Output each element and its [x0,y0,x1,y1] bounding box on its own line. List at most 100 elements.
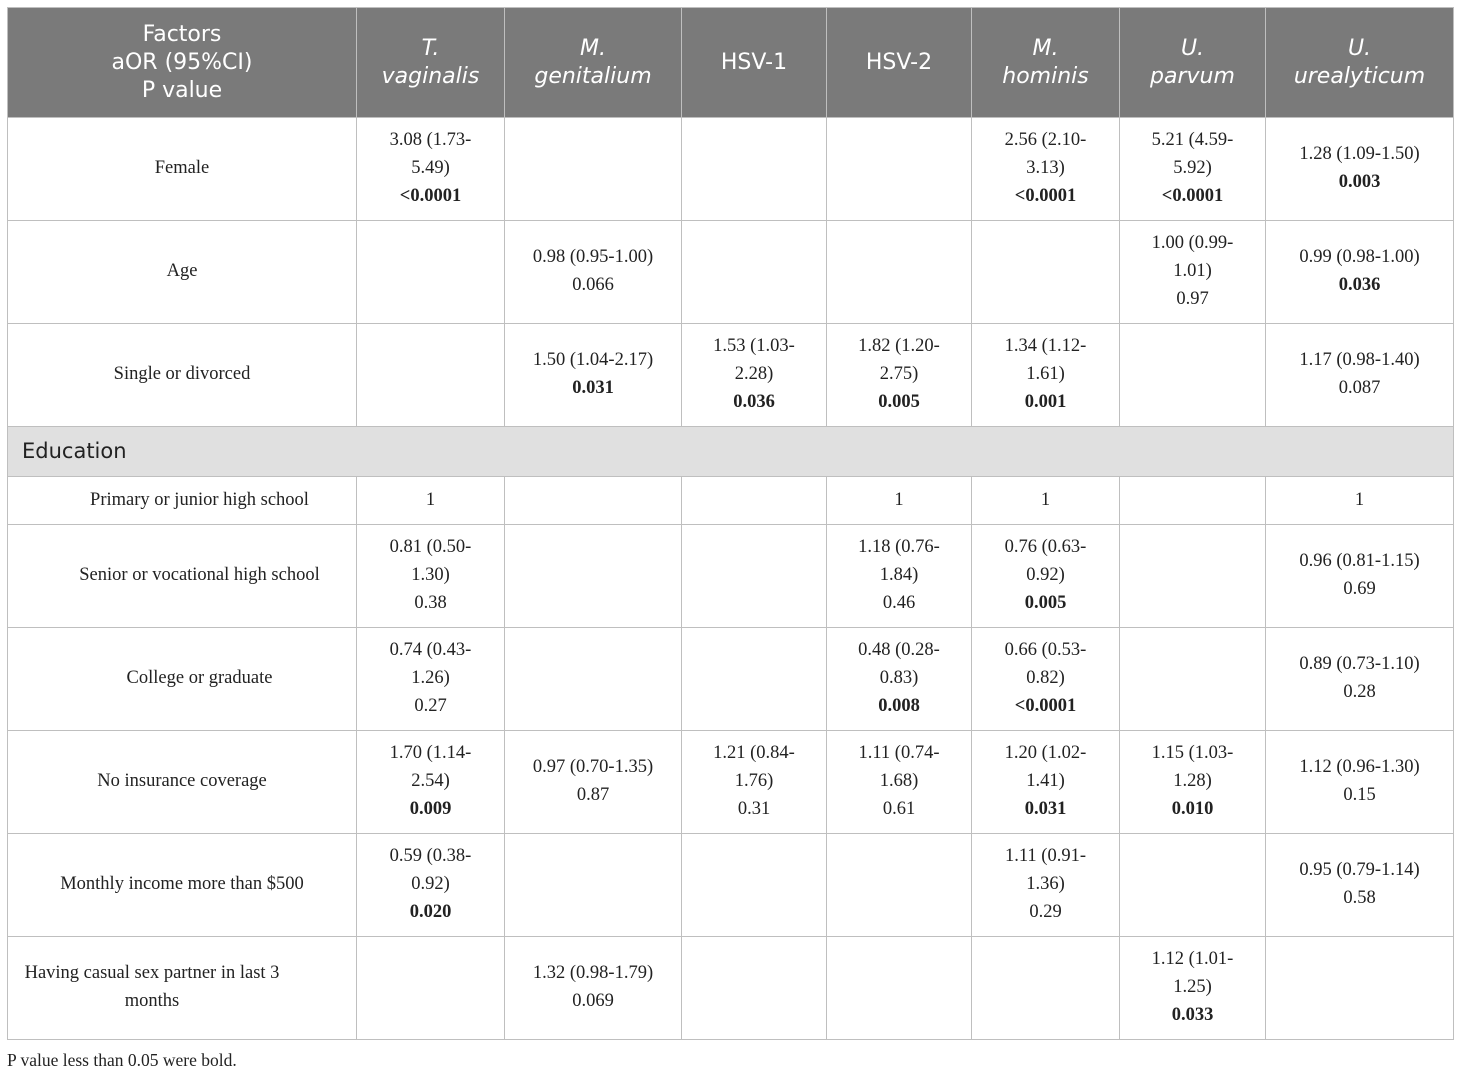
odds-ratio-text: 0.48 (0.28- [858,640,940,661]
p-value-text: 0.61 [882,798,916,819]
p-value-text: 1 [1354,489,1365,510]
table-cell [826,117,972,221]
table-cell [681,936,827,1040]
header-text-line: U. [1347,35,1372,61]
odds-ratio-text: 5.92) [1173,158,1212,179]
odds-ratio-text: 2.75) [879,364,919,385]
section-label: Education [7,426,1454,477]
odds-ratio-text: 1.00 (0.99- [1151,233,1234,254]
table-cell: 0.89 (0.73-1.10) 0.28 [1265,627,1454,731]
row-label: Age [7,220,357,324]
table-cell: 0.66 (0.53- 0.82) <0.0001 [971,627,1120,731]
p-value-text: 0.066 [572,275,614,295]
table-cell: 1.15 (1.03- 1.28) 0.010 [1119,730,1266,834]
row-label: Monthly income more than $500 [7,833,357,937]
table-cell: 0.95 (0.79-1.14) 0.58 [1265,833,1454,937]
table-cell: 1.11 (0.74- 1.68) 0.61 [826,730,972,834]
odds-ratio-text: 1.17 (0.98-1.40) [1299,350,1420,371]
row-label: College or graduate [7,627,357,731]
table-cell: 1.20 (1.02- 1.41) 0.031 [971,730,1120,834]
table-row: Female 3.08 (1.73- 5.49) <0.0001 2.56 (2.10-… [7,117,1454,221]
header-text-line: M. [1032,35,1059,61]
section-row-education: Education [7,426,1454,477]
table-cell: 0.48 (0.28- 0.83) 0.008 [826,627,972,731]
p-value-text: 0.46 [882,592,916,613]
table-cell [971,220,1120,324]
p-value-text: 0.38 [414,592,447,613]
p-value-text: 0.010 [1171,798,1214,819]
odds-ratio-text: 0.96 (0.81-1.15) [1299,551,1420,572]
table-body: Female 3.08 (1.73- 5.49) <0.0001 2.56 (2.10-… [7,117,1454,1040]
p-value-text: <0.0001 [1014,695,1077,716]
header-text-line: T. [421,35,440,61]
table-row: Age 0.98 (0.95-1.00) 0.066 1.00 (0.99- 1.01)… [7,220,1454,324]
header-text-line: M. [580,35,606,61]
table-cell [1119,524,1266,628]
p-value-text: <0.0001 [399,185,462,206]
odds-ratio-text: 2.56 (2.10- [1004,130,1087,151]
table-cell [356,936,505,1040]
p-value-text: 0.069 [572,991,614,1011]
table-cell [1265,936,1454,1040]
table-cell: 0.74 (0.43- 1.26) 0.27 [356,627,505,731]
table-cell [504,117,682,221]
odds-ratio-text: 1.01) [1173,261,1212,282]
odds-ratio-text: 3.13) [1026,158,1065,179]
p-value-text: 1 [425,489,436,510]
p-value-text: 0.28 [1343,682,1376,702]
odds-ratio-text: 1.70 (1.14- [389,743,472,764]
table-cell [356,220,505,324]
odds-ratio-text: 1.26) [411,668,450,689]
p-value-text: 0.005 [1024,592,1067,613]
p-value-text: 0.31 [737,798,771,819]
table-cell [826,220,972,324]
table-cell: 1.17 (0.98-1.40) 0.087 [1265,323,1454,427]
odds-ratio-text: 0.82) [1026,668,1065,689]
p-value-text: 0.005 [878,391,920,412]
odds-ratio-text: 1.32 (0.98-1.79) [532,963,654,984]
p-value-text: 0.031 [1024,798,1067,819]
header-u-urealyticum: U. urealyticum [1265,7,1454,118]
table-cell: 0.97 (0.70-1.35) 0.87 [504,730,682,834]
p-value-text: 0.001 [1024,391,1067,412]
table-cell: 1.12 (0.96-1.30) 0.15 [1265,730,1454,834]
odds-ratio-text: 1.12 (0.96-1.30) [1299,757,1420,778]
table-cell: 0.76 (0.63- 0.92) 0.005 [971,524,1120,628]
p-value-text: 1 [1040,489,1051,510]
table-cell [681,476,827,525]
odds-ratio-text: 5.49) [411,158,450,179]
header-text-line: genitalium [534,63,652,89]
p-value-text: 0.58 [1343,888,1376,908]
p-value-text: 0.87 [576,785,610,805]
p-value-text: <0.0001 [1161,185,1224,206]
table-cell: 1.82 (1.20- 2.75) 0.005 [826,323,972,427]
table-cell [681,627,827,731]
odds-ratio-text: 1.11 (0.91- [1004,846,1086,867]
table-row: No insurance coverage 1.70 (1.14- 2.54) 0.0… [7,730,1454,834]
table-row: Having casual sex partner in last 3 mont… [7,936,1454,1040]
table-cell [504,627,682,731]
odds-ratio-text: 0.76 (0.63- [1004,537,1087,558]
p-value-text: 0.036 [733,391,775,412]
table-cell [356,323,505,427]
p-value-text: 0.020 [409,901,452,922]
odds-ratio-text: 1.18 (0.76- [858,537,940,558]
p-value-text: 0.69 [1343,579,1376,599]
table-cell: 1.70 (1.14- 2.54) 0.009 [356,730,505,834]
odds-ratio-text: 1.82 (1.20- [858,336,940,357]
table-cell: 0.59 (0.38- 0.92) 0.020 [356,833,505,937]
header-text-line: P value [141,77,223,103]
p-value-text: 0.15 [1343,785,1376,805]
header-text-line: Factors [142,21,222,47]
odds-ratio-text: 2.28) [734,364,774,385]
header-text-line: U. [1180,35,1205,61]
odds-ratio-text: 1.28) [1173,771,1212,792]
odds-ratio-text: 1.68) [879,771,919,792]
odds-ratio-text: 0.83) [879,668,919,689]
row-label: Primary or junior high school [7,476,357,525]
table-cell [1119,323,1266,427]
odds-ratio-text: 1.28 (1.09-1.50) [1299,144,1420,165]
table-cell: 1.21 (0.84- 1.76) 0.31 [681,730,827,834]
header-text-line: HSV-1 [720,49,788,75]
odds-ratio-text: 3.08 (1.73- [389,130,472,151]
